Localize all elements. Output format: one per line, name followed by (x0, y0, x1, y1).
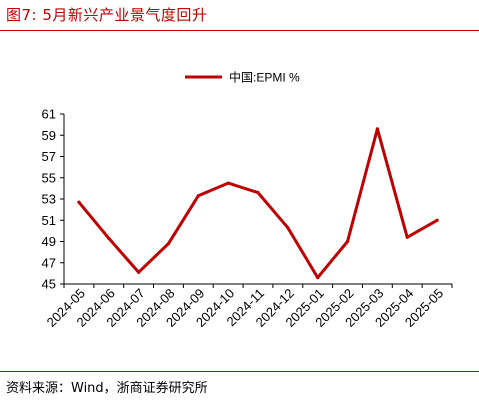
data-point (256, 191, 260, 195)
y-tick-label: 47 (42, 255, 56, 270)
x-axis: 2024-052024-062024-072024-082024-092024-… (44, 283, 453, 330)
legend-label: 中国:EPMI % (229, 70, 300, 85)
data-point (166, 242, 171, 246)
y-tick-label: 55 (42, 170, 56, 185)
y-tick-label: 45 (42, 277, 56, 292)
data-point (375, 127, 379, 131)
source-note: 资料来源：Wind，浙商证券研究所 (6, 381, 208, 396)
data-point (405, 235, 409, 239)
data-point (196, 194, 200, 198)
data-point (345, 239, 350, 244)
y-axis: 45 47 49 51 53 55 57 59 61 (42, 107, 65, 292)
title-divider (0, 30, 479, 31)
chart-legend: 中国:EPMI % (185, 70, 300, 85)
series-line-epmi (77, 127, 439, 280)
figure-title: 图7: 5月新兴产业景气度回升 (6, 6, 208, 24)
series-layer (77, 127, 439, 280)
y-tick-label: 51 (42, 213, 56, 228)
data-point (226, 181, 230, 185)
y-tick-label: 49 (42, 234, 56, 249)
y-tick-label: 61 (42, 107, 56, 122)
data-point (435, 218, 439, 222)
y-tick-label: 59 (42, 128, 56, 143)
y-tick-label: 53 (42, 192, 56, 207)
data-point (316, 276, 320, 280)
y-tick-label: 57 (42, 149, 56, 164)
data-point (137, 270, 141, 274)
line-chart: 中国:EPMI % 45 47 49 51 53 55 57 59 61 2024-052024… (42, 70, 453, 330)
data-point (107, 236, 111, 240)
data-point (77, 200, 81, 204)
data-point (286, 226, 290, 230)
source-divider (0, 371, 479, 372)
